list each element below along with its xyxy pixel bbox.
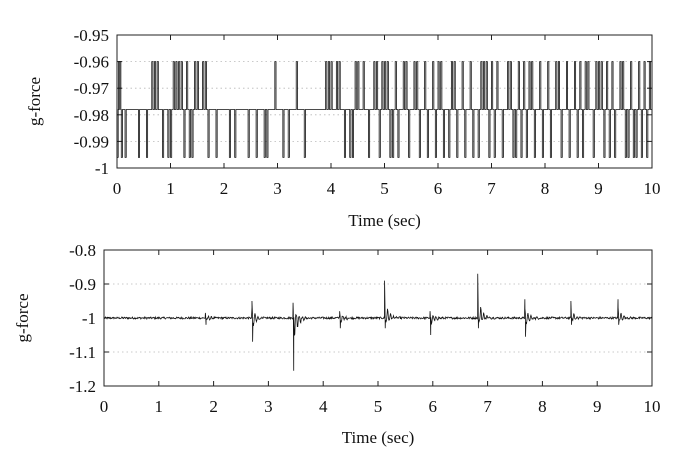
x-tick-label: 2 <box>220 179 229 198</box>
x-tick-label: 5 <box>374 397 383 416</box>
y-tick-label: -1 <box>95 159 109 178</box>
y-tick-label: -0.98 <box>74 106 109 125</box>
x-tick-label: 3 <box>264 397 273 416</box>
top-grid-lines <box>117 61 652 142</box>
y-tick-label: -0.97 <box>74 79 110 98</box>
x-tick-label: 8 <box>538 397 547 416</box>
y-tick-label: -1.2 <box>69 377 96 396</box>
x-tick-label: 6 <box>434 179 443 198</box>
x-tick-label: 6 <box>429 397 438 416</box>
x-tick-label: 10 <box>644 179 661 198</box>
top-series-line <box>116 61 652 158</box>
x-tick-label: 1 <box>155 397 164 416</box>
bottom-x-axis-label: Time (sec) <box>342 428 415 447</box>
bottom-axis-ticks: -0.8 -0.9 -1 -1.1 -1.20 1 2 3 4 5 6 7 8 9 10 <box>69 241 660 416</box>
x-tick-label: 4 <box>319 397 328 416</box>
chart-top-gforce: -0.95-0.96-0.97-0.98-0.99-10 1 2 3 4 5 6 7 8 9 10 … <box>25 26 661 230</box>
x-tick-label: 7 <box>483 397 492 416</box>
x-tick-label: 9 <box>594 179 603 198</box>
bottom-series-line <box>103 273 653 371</box>
top-x-axis-label: Time (sec) <box>348 211 421 230</box>
x-tick-label: 4 <box>327 179 336 198</box>
x-tick-label: 2 <box>209 397 218 416</box>
x-tick-label: 5 <box>380 179 389 198</box>
y-tick-label: -0.95 <box>74 26 109 45</box>
x-tick-label: 1 <box>166 179 175 198</box>
x-tick-label: 10 <box>644 397 661 416</box>
x-tick-label: 0 <box>113 179 122 198</box>
x-tick-label: 0 <box>100 397 109 416</box>
x-tick-label: 3 <box>273 179 282 198</box>
y-tick-label: -0.96 <box>74 53 109 72</box>
y-tick-label: -0.9 <box>69 275 96 294</box>
x-tick-label: 9 <box>593 397 602 416</box>
chart-bottom-gforce: -0.8 -0.9 -1 -1.1 -1.20 1 2 3 4 5 6 7 8 9 10 g-force T… <box>13 241 661 447</box>
y-tick-label: -1.1 <box>69 343 96 362</box>
top-axis-ticks: -0.95 -0.96 -0.97 -0.98 -0.99 -10 1 2 3 4 5 6 7 8 9 10 <box>74 26 661 198</box>
y-tick-label: -0.8 <box>69 241 96 260</box>
top-y-axis-label: g-force <box>25 77 44 126</box>
y-tick-label: -1 <box>82 309 96 328</box>
x-tick-label: 7 <box>487 179 496 198</box>
x-tick-label: 8 <box>541 179 550 198</box>
bottom-y-axis-label: g-force <box>13 293 32 342</box>
y-tick-label: -0.99 <box>74 132 109 151</box>
